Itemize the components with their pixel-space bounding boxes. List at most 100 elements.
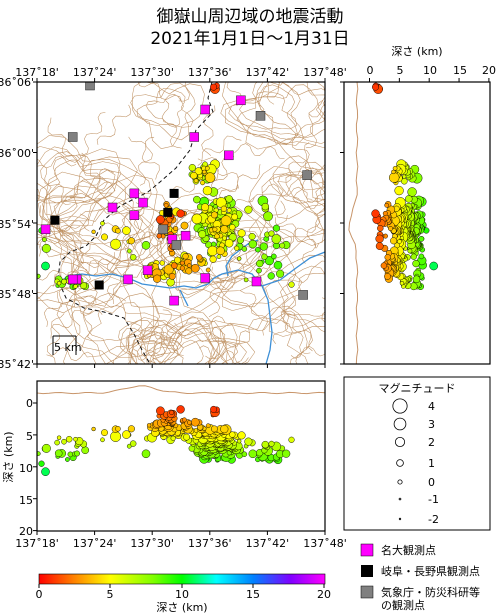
epicenter [201, 203, 210, 212]
bottom-lon-tick: 137˚18' [15, 537, 59, 550]
station-prefecture [169, 188, 179, 198]
epicenter [91, 229, 96, 234]
colorbar-label: 深さ (km) [156, 601, 207, 614]
hypocenter-lon [37, 451, 41, 456]
hypocenter-lon [176, 405, 185, 414]
river-segment [179, 289, 189, 307]
magnitude-legend-circle [398, 497, 402, 501]
epicenter [193, 195, 201, 204]
hypocenter-lon [170, 435, 176, 441]
epicenter [56, 280, 62, 286]
epicenter [259, 242, 268, 251]
hypocenter-lon [244, 437, 253, 446]
epicenter [205, 267, 211, 273]
depth-latitude-markers [371, 82, 438, 291]
river-segment [261, 251, 325, 287]
hypocenter-lat [392, 165, 398, 171]
magnitude-legend-title: マグニチュード [379, 381, 456, 395]
station-prefecture [163, 207, 173, 217]
hypocenter-lat [402, 174, 407, 179]
hypocenter-lon [236, 438, 242, 444]
river-segment [67, 269, 273, 364]
hypocenter-lon [282, 449, 291, 458]
lon-tick-label: 137˚48' [303, 66, 347, 79]
hypocenter-lon [210, 425, 218, 433]
hypocenter-lat [407, 187, 417, 197]
epicenter [153, 274, 162, 283]
hypocenter-lon [146, 423, 152, 428]
epicenter [248, 239, 258, 249]
right-depth-tick: 15 [453, 64, 467, 77]
colorbar-tick: 15 [246, 588, 260, 601]
map-panel: 5 km 137˚18' 137˚24' 137˚30' 137˚36' 137… [0, 66, 347, 371]
lat-tick-label: 35˚54' [0, 218, 34, 231]
epicenter [268, 230, 275, 237]
epicenter [101, 233, 108, 241]
jma-station-label-line2: の観測点 [381, 598, 425, 612]
epicenter [231, 213, 238, 221]
right-depth-tick: 0 [367, 64, 374, 77]
hypocenter-lon [54, 449, 63, 458]
epicenter [276, 269, 285, 278]
epicenter [220, 205, 228, 212]
hypocenter-lon [65, 435, 73, 443]
epicenter [163, 202, 169, 208]
epicenter [224, 238, 234, 248]
epicenter [174, 256, 181, 264]
map-title: 御嶽山周辺域の地震活動 [156, 7, 344, 27]
epicenter [190, 263, 200, 273]
station-nagoya [169, 295, 179, 306]
epicenter [244, 205, 253, 214]
epicenter [279, 242, 286, 249]
epicenter [41, 261, 50, 271]
station-nagoya [129, 210, 140, 220]
hypocenter-lat [380, 262, 388, 269]
epicenter [193, 178, 199, 184]
bottom-lon-tick: 137˚36' [188, 537, 232, 550]
epicenter [263, 211, 273, 222]
hypocenter-lon [205, 423, 211, 429]
epicenter [212, 226, 218, 232]
hypocenter-lon [115, 425, 121, 432]
station-jma [255, 111, 266, 121]
hypocenter-lon [100, 437, 105, 443]
station-jma [302, 170, 312, 180]
lat-tick-label: 35˚42' [0, 358, 34, 371]
bottom-depth-tick: 15 [19, 494, 33, 507]
hypocenter-lat [388, 172, 400, 183]
epicenter [159, 260, 165, 266]
epicenter [196, 254, 203, 261]
epicenter [243, 277, 249, 283]
hypocenter-lat [371, 209, 380, 218]
station-jma [171, 240, 182, 250]
prefecture-station-swatch [361, 565, 373, 577]
hypocenter-lat [429, 261, 438, 271]
right-depth-tick: 10 [423, 64, 437, 77]
magnitude-legend-entry: 3 [428, 418, 435, 431]
hypocenter-lat [384, 273, 391, 280]
lon-tick-label: 137˚18' [15, 66, 59, 79]
epicenter [222, 235, 227, 241]
hypocenter-lat [382, 210, 388, 216]
epicenter [220, 215, 232, 227]
magnitude-legend-entry: 1 [428, 457, 435, 470]
epicenter [210, 83, 218, 91]
hypocenter-lat [410, 253, 417, 260]
lon-tick-label: 137˚42' [246, 66, 290, 79]
hypocenter-lat [384, 254, 391, 261]
epicenter [256, 267, 262, 274]
epicenter [110, 238, 122, 250]
bottom-topography-profile [37, 385, 325, 395]
station-nagoya [236, 95, 246, 106]
station-jma [158, 224, 168, 235]
depth-latitude-panel: 深さ (km) 0 5 10 15 20 [343, 45, 496, 365]
epicenter [236, 256, 242, 261]
hypocenter-lon [181, 417, 187, 423]
magnitude-legend: マグニチュード 4 3 2 1 0 -1 -2 [343, 376, 491, 531]
magnitude-legend-entry: -2 [428, 513, 439, 526]
station-jma [85, 82, 95, 91]
epicenter [100, 221, 105, 226]
epicenter [180, 221, 189, 230]
epicenter [288, 281, 295, 288]
